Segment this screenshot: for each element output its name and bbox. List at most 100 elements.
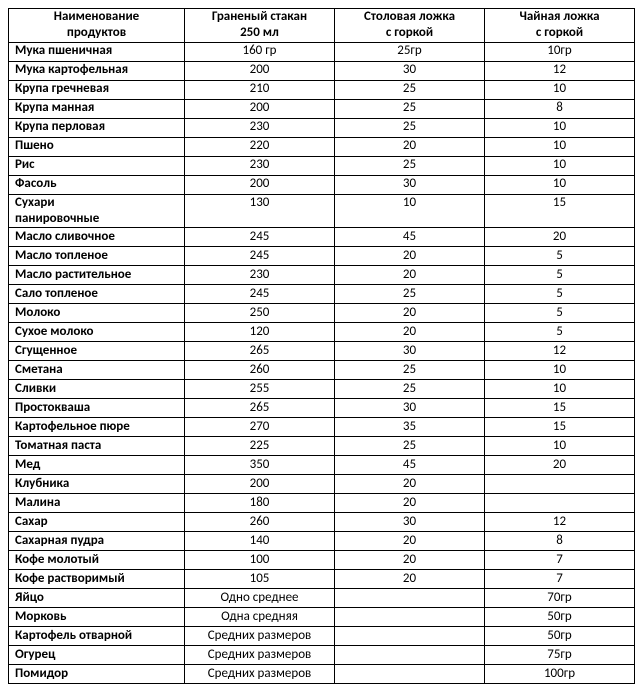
cell-value: 25 [335,361,485,380]
product-name: Малина [9,494,185,513]
table-row: Мука картофельная2003012 [9,61,635,80]
cell-value: 140 [185,532,335,551]
product-name: Молоко [9,304,185,323]
table-row: Простокваша2653015 [9,399,635,418]
col-header-line2: с горкой [536,25,583,40]
cell-value: 25 [335,99,485,118]
cell-value: 245 [185,228,335,247]
table-row: Пшено2202010 [9,137,635,156]
product-name: Крупа гречневая [9,80,185,99]
cell-value: 45 [335,456,485,475]
table-row: Сухое молоко120205 [9,323,635,342]
product-name: Мука пшеничная [9,42,185,61]
table-row: Сахарная пудра140208 [9,532,635,551]
product-name: Кофе растворимый [9,570,185,589]
table-row: Масло растительное230205 [9,266,635,285]
cell-value: 7 [485,570,635,589]
table-row: Сметана2602510 [9,361,635,380]
cell-value: 12 [485,61,635,80]
cell-value: 225 [185,437,335,456]
cell-value: 10 [485,175,635,194]
cell-value [485,494,635,513]
cell-value: 230 [185,156,335,175]
product-name: Картофель отварной [9,627,185,646]
cell-value: Одно среднее [185,589,335,608]
cell-value [335,608,485,627]
cell-value: 25 [335,80,485,99]
cell-value: 10 [485,361,635,380]
product-name: Морковь [9,608,185,627]
cell-value: 50гр [485,627,635,646]
table-row: Сахар2603012 [9,513,635,532]
cell-value: 30 [335,175,485,194]
col-header-line2: с горкой [386,25,433,40]
cell-value: 30 [335,513,485,532]
cell-value: 7 [485,551,635,570]
product-name: Рис [9,156,185,175]
cell-value: 5 [485,247,635,266]
cell-value: 30 [335,399,485,418]
cell-value: 5 [485,285,635,304]
cell-value: Одна средняя [185,608,335,627]
table-row: Сало топленое245255 [9,285,635,304]
product-name: Простокваша [9,399,185,418]
product-name: Сливки [9,380,185,399]
col-header-line1: Наименование [54,9,139,24]
cell-value [335,665,485,684]
cell-value: 20 [335,532,485,551]
cell-value: 200 [185,175,335,194]
col-header-line1: Граненый стакан [212,9,307,24]
table-row: Сливки2552510 [9,380,635,399]
cell-value: 75гр [485,646,635,665]
col-header-line1: Чайная ложка [519,9,599,24]
product-name: Сало топленое [9,285,185,304]
cell-value: 15 [485,399,635,418]
product-name: Фасоль [9,175,185,194]
cell-value: 10 [485,380,635,399]
cell-value: 70гр [485,589,635,608]
cell-value: 30 [335,61,485,80]
product-name: Картофельное пюре [9,418,185,437]
table-row: ОгурецСредних размеров75гр [9,646,635,665]
table-header: Наименование продуктов Граненый стакан 2… [9,9,635,43]
cell-value: 5 [485,323,635,342]
cell-value: 35 [335,418,485,437]
product-name: Сгущенное [9,342,185,361]
cell-value [335,627,485,646]
table-row: МорковьОдна средняя50гр [9,608,635,627]
product-name: Масло топленое [9,247,185,266]
cell-value: 5 [485,304,635,323]
cell-value: 350 [185,456,335,475]
cell-value: 250 [185,304,335,323]
cell-value: 15 [485,194,635,228]
col-header-tablespoon: Столовая ложка с горкой [335,9,485,43]
product-name: Клубника [9,475,185,494]
product-name: Помидор [9,665,185,684]
cell-value: 270 [185,418,335,437]
table-row: Малина18020 [9,494,635,513]
cell-value: 10гр [485,42,635,61]
cell-value: 10 [485,437,635,456]
table-row: Томатная паста2252510 [9,437,635,456]
table-row: Кофе молотый100207 [9,551,635,570]
product-name: Сухое молоко [9,323,185,342]
cell-value: 12 [485,342,635,361]
col-header-line2: продуктов [67,25,126,40]
cell-value: 105 [185,570,335,589]
cell-value: 210 [185,80,335,99]
table-row: Масло топленое245205 [9,247,635,266]
cell-value: 25 [335,285,485,304]
cell-value: 200 [185,99,335,118]
product-name: Масло растительное [9,266,185,285]
cell-value: 8 [485,99,635,118]
cell-value: 10 [335,194,485,228]
cell-value: 25 [335,380,485,399]
product-name: Крупа манная [9,99,185,118]
table-row: Рис2302510 [9,156,635,175]
cell-value: 20 [335,266,485,285]
col-header-line2: 250 мл [240,25,279,40]
cell-value: 260 [185,361,335,380]
cell-value: 20 [335,304,485,323]
cell-value: 230 [185,118,335,137]
cell-value: 30 [335,342,485,361]
